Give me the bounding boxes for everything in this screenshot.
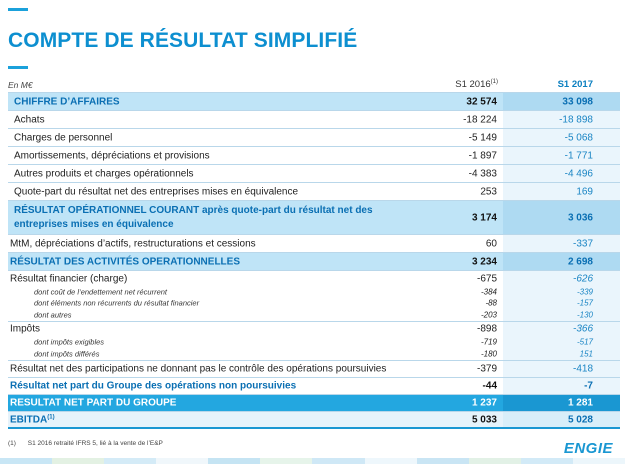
value-s1-2017: -1 771 (564, 150, 593, 161)
value-s1-2016: 1 237 (471, 397, 497, 409)
row-label: Résultat net part du Groupe des opératio… (10, 380, 297, 392)
row-label: Amortissements, dépréciations et provisi… (14, 150, 210, 161)
value-s1-2016: -18 224 (463, 114, 497, 125)
value-s1-2017: 2 698 (567, 256, 593, 267)
column-header-s1-2016: S1 2016(1) (455, 79, 498, 91)
table-row-chiffre-affaires: CHIFFRE D’AFFAIRES 32 574 33 098 (8, 92, 620, 110)
row-label: RÉSULTAT DES ACTIVITÉS OPERATIONNELLES (10, 256, 241, 267)
value-s1-2017: -626 (572, 273, 593, 284)
value-s1-2016: 32 574 (466, 96, 497, 107)
value-s1-2016: -675 (476, 273, 497, 284)
row-label: RÉSULTAT OPÉRATIONNEL COURANT après quot… (14, 204, 373, 230)
row-label: Quote-part du résultat net des entrepris… (14, 186, 299, 197)
row-label: dont éléments non récurrents du résultat… (34, 298, 200, 307)
title-accent-bar (8, 66, 28, 69)
value-s1-2016: -384 (480, 287, 497, 296)
table-row: MtM, dépréciations d’actifs, restructura… (8, 234, 620, 252)
value-s1-2016: -898 (476, 323, 497, 335)
page-title: COMPTE DE RÉSULTAT SIMPLIFIÉ (8, 29, 358, 52)
value-s1-2017: 151 (579, 349, 593, 358)
value-s1-2017: -517 (576, 337, 593, 346)
row-label: Autres produits et charges opérationnels (14, 168, 194, 179)
row-label: CHIFFRE D’AFFAIRES (14, 96, 120, 107)
table-row: Impôts -898 -366 (8, 321, 620, 336)
row-label: Résultat financier (charge) (10, 273, 128, 284)
table-row: Résultat net des participations ne donna… (8, 360, 620, 377)
table-row-resultat-operationnel-courant: RÉSULTAT OPÉRATIONNEL COURANT après quot… (8, 200, 620, 234)
table-header: En M€ S1 2016(1) S1 2017 (8, 77, 620, 92)
value-s1-2017: -339 (576, 287, 593, 296)
row-label: dont autres (34, 310, 72, 319)
row-label: Impôts (10, 323, 41, 335)
row-label: MtM, dépréciations d’actifs, restructura… (10, 238, 256, 249)
value-s1-2017: 1 281 (567, 397, 593, 409)
top-accent-bar (8, 8, 28, 11)
value-s1-2017: -4 496 (564, 168, 593, 179)
row-label: Charges de personnel (14, 132, 113, 143)
value-s1-2017: -7 (584, 380, 593, 392)
value-s1-2016: 5 033 (471, 414, 497, 425)
value-s1-2016: -379 (476, 363, 497, 375)
value-s1-2017: -18 898 (559, 114, 593, 125)
table-row-detail: dont impôts exigibles -719 -517 (8, 336, 620, 347)
value-s1-2016: -44 (482, 380, 497, 392)
engie-logo: ENGIE (563, 440, 613, 457)
value-s1-2016: -88 (485, 298, 497, 307)
value-s1-2016: -5 149 (468, 132, 497, 143)
value-s1-2017: -5 068 (564, 132, 593, 143)
table-row-ebitda: EBITDA(1) 5 033 5 028 (8, 411, 620, 429)
value-s1-2016: 3 234 (471, 256, 497, 267)
unit-label: En M€ (8, 80, 33, 90)
value-s1-2016: -1 897 (468, 150, 497, 161)
table-row: Autres produits et charges opérationnels… (8, 164, 620, 182)
value-s1-2016: 60 (485, 238, 497, 249)
value-s1-2017: -337 (572, 238, 593, 249)
value-s1-2016: -180 (480, 349, 497, 358)
table-row: Charges de personnel -5 149 -5 068 (8, 128, 620, 146)
value-s1-2017: 169 (576, 186, 593, 197)
row-label: dont impôts différés (34, 349, 100, 358)
value-s1-2017: -157 (576, 298, 593, 307)
table-row: Achats -18 224 -18 898 (8, 110, 620, 128)
row-label: EBITDA(1) (10, 413, 55, 426)
row-label: dont coût de l’endettement net récurrent (34, 287, 168, 296)
table-row-resultat-activites-operationnelles: RÉSULTAT DES ACTIVITÉS OPERATIONNELLES 3… (8, 252, 620, 270)
row-label: RESULTAT NET PART DU GROUPE (10, 397, 177, 409)
footnote: (1) S1 2016 retraité IFRS 5, lié à la ve… (8, 440, 163, 447)
table-row: Amortissements, dépréciations et provisi… (8, 146, 620, 164)
value-s1-2017: -366 (572, 323, 593, 335)
value-s1-2017: 33 098 (562, 96, 593, 107)
table-row-detail: dont autres -203 -130 (8, 308, 620, 321)
decorative-color-bar (0, 458, 625, 464)
value-s1-2017: -418 (572, 363, 593, 375)
row-label: Résultat net des participations ne donna… (10, 363, 387, 375)
table-row-detail: dont coût de l’endettement net récurrent… (8, 286, 620, 297)
value-s1-2016: -719 (480, 337, 497, 346)
value-s1-2017: 3 036 (567, 212, 593, 223)
table-row-operations-non-poursuivies: Résultat net part du Groupe des opératio… (8, 377, 620, 394)
row-label: dont impôts exigibles (34, 337, 105, 346)
value-s1-2016: -4 383 (468, 168, 497, 179)
value-s1-2016: 253 (480, 186, 497, 197)
income-statement-table: En M€ S1 2016(1) S1 2017 CHIFFRE D’AFFAI… (8, 77, 620, 429)
row-label: Achats (14, 114, 45, 125)
table-row-detail: dont impôts différés -180 151 (8, 347, 620, 360)
table-row: Résultat financier (charge) -675 -626 (8, 270, 620, 286)
table-row-detail: dont éléments non récurrents du résultat… (8, 297, 620, 308)
value-s1-2017: -130 (576, 310, 593, 319)
value-s1-2016: -203 (480, 310, 497, 319)
footnote-text: S1 2016 retraité IFRS 5, lié à la vente … (27, 440, 163, 447)
value-s1-2016: 3 174 (471, 212, 497, 223)
table-row: Quote-part du résultat net des entrepris… (8, 182, 620, 200)
table-row-resultat-net-part-du-groupe: RESULTAT NET PART DU GROUPE 1 237 1 281 (8, 394, 620, 411)
footnote-number: (1) (8, 440, 16, 447)
column-header-s1-2017: S1 2017 (557, 79, 593, 90)
value-s1-2017: 5 028 (567, 414, 593, 425)
